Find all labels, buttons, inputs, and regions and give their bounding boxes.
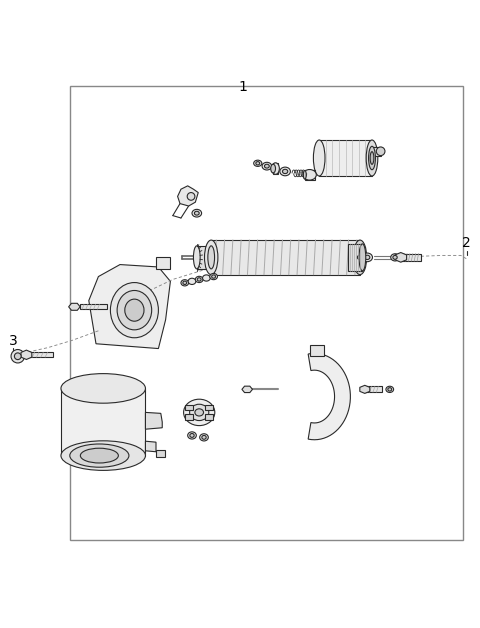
- Ellipse shape: [386, 386, 394, 392]
- Ellipse shape: [183, 399, 215, 426]
- Ellipse shape: [256, 161, 260, 165]
- Ellipse shape: [188, 432, 196, 439]
- Ellipse shape: [194, 211, 199, 215]
- Ellipse shape: [80, 448, 119, 463]
- Polygon shape: [185, 404, 193, 411]
- Ellipse shape: [366, 140, 378, 176]
- Polygon shape: [205, 414, 213, 420]
- Polygon shape: [185, 414, 193, 420]
- Ellipse shape: [202, 435, 206, 439]
- Polygon shape: [308, 354, 350, 440]
- Polygon shape: [365, 386, 382, 392]
- Ellipse shape: [197, 278, 201, 281]
- Polygon shape: [211, 240, 360, 274]
- Polygon shape: [21, 350, 32, 359]
- Ellipse shape: [195, 409, 204, 416]
- Circle shape: [14, 353, 21, 360]
- Polygon shape: [395, 252, 407, 263]
- Polygon shape: [372, 148, 381, 156]
- Ellipse shape: [70, 444, 129, 467]
- Ellipse shape: [181, 279, 189, 286]
- Polygon shape: [156, 450, 165, 457]
- Polygon shape: [401, 254, 421, 261]
- Polygon shape: [61, 388, 145, 455]
- Polygon shape: [80, 305, 107, 309]
- Polygon shape: [319, 140, 372, 176]
- Polygon shape: [145, 413, 162, 429]
- Text: 1: 1: [238, 80, 247, 94]
- Ellipse shape: [364, 255, 370, 259]
- Polygon shape: [205, 404, 213, 411]
- Ellipse shape: [183, 281, 187, 284]
- Ellipse shape: [117, 291, 152, 330]
- Ellipse shape: [369, 146, 375, 170]
- Ellipse shape: [355, 253, 365, 262]
- Ellipse shape: [190, 404, 209, 421]
- Ellipse shape: [110, 283, 158, 338]
- Ellipse shape: [212, 275, 216, 278]
- Ellipse shape: [272, 163, 279, 175]
- Ellipse shape: [188, 278, 196, 284]
- Ellipse shape: [393, 256, 397, 259]
- Ellipse shape: [204, 240, 218, 274]
- Ellipse shape: [262, 162, 272, 170]
- Ellipse shape: [210, 273, 217, 279]
- Ellipse shape: [370, 152, 374, 165]
- Ellipse shape: [391, 254, 399, 261]
- Ellipse shape: [388, 387, 392, 391]
- Ellipse shape: [313, 140, 325, 176]
- Polygon shape: [197, 246, 211, 269]
- Ellipse shape: [203, 275, 210, 281]
- Polygon shape: [178, 186, 198, 206]
- Ellipse shape: [362, 253, 372, 262]
- Polygon shape: [273, 163, 278, 175]
- Polygon shape: [89, 264, 170, 349]
- Ellipse shape: [357, 255, 363, 259]
- Polygon shape: [360, 386, 370, 393]
- Polygon shape: [242, 386, 252, 392]
- Ellipse shape: [190, 433, 194, 437]
- Ellipse shape: [359, 244, 366, 271]
- Polygon shape: [305, 170, 315, 180]
- Ellipse shape: [282, 170, 288, 173]
- Circle shape: [11, 350, 24, 363]
- Circle shape: [187, 193, 195, 200]
- Circle shape: [376, 147, 385, 156]
- Ellipse shape: [271, 165, 276, 173]
- Ellipse shape: [264, 165, 269, 168]
- Ellipse shape: [195, 276, 203, 283]
- Ellipse shape: [303, 170, 306, 179]
- Polygon shape: [310, 345, 324, 355]
- Polygon shape: [26, 352, 53, 357]
- Ellipse shape: [303, 170, 316, 180]
- Text: 2: 2: [462, 236, 471, 250]
- Ellipse shape: [193, 246, 200, 269]
- Polygon shape: [145, 441, 156, 452]
- Ellipse shape: [280, 167, 290, 176]
- Ellipse shape: [125, 299, 144, 321]
- Ellipse shape: [253, 160, 262, 166]
- Ellipse shape: [353, 240, 367, 274]
- Polygon shape: [156, 257, 170, 269]
- Ellipse shape: [192, 209, 202, 217]
- Text: 3: 3: [9, 333, 18, 348]
- Polygon shape: [348, 244, 362, 271]
- Ellipse shape: [200, 434, 208, 441]
- Ellipse shape: [61, 441, 145, 470]
- Ellipse shape: [61, 374, 145, 403]
- Bar: [70, 86, 463, 539]
- Ellipse shape: [208, 246, 215, 269]
- Polygon shape: [69, 303, 80, 310]
